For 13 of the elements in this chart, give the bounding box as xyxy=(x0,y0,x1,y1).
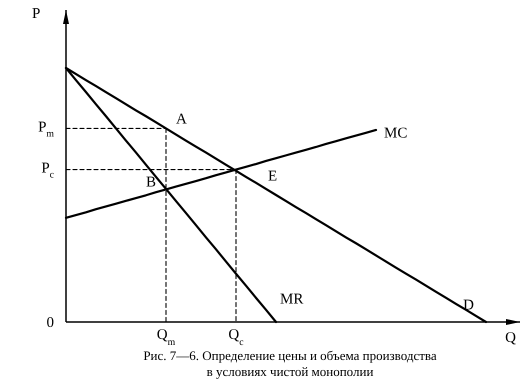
text: P$_{c}$ xyxy=(41,161,55,180)
text: P$_{m}$ xyxy=(38,120,54,140)
x-tick-label: Q$_{m}$ xyxy=(156,327,176,348)
annotation: E xyxy=(268,169,278,186)
series-label: MR xyxy=(280,291,304,308)
text: 0 xyxy=(46,315,54,332)
annotation: B xyxy=(146,174,156,191)
x-axis-title: Q xyxy=(505,330,516,346)
text: Рис. 7—6. Определение цены и объема производства в условиях чистой монополии xyxy=(143,348,437,379)
annotation: A xyxy=(176,112,187,128)
x-tick-label: Q$_{c}$ xyxy=(228,327,244,348)
series-label: MC xyxy=(384,125,408,142)
y-axis-title: P xyxy=(32,6,40,22)
